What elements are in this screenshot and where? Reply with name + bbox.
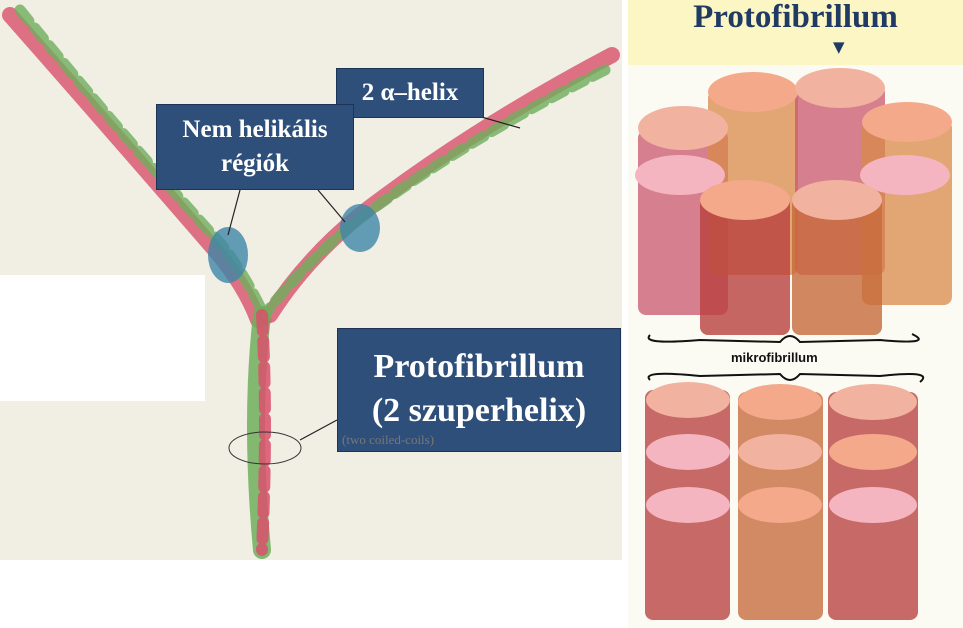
title-band bbox=[628, 0, 963, 65]
coiled-coil-strands bbox=[2, 4, 620, 559]
alpha-helix-label: 2 α–helix bbox=[336, 68, 484, 118]
coiled-coil-caption: (two coiled-coils) bbox=[342, 432, 435, 447]
protofibril-label-line2: (2 szuperhelix) bbox=[371, 392, 587, 429]
protofibril-label-line1: Protofibrillum bbox=[373, 348, 585, 385]
diagram-title: Protofibrillum bbox=[693, 0, 898, 35]
coil-highlight-ellipse bbox=[228, 431, 302, 465]
non-helical-label-line1: Nem helikális bbox=[182, 116, 328, 143]
non-helical-regions-label: Nem helikális régiók bbox=[156, 104, 354, 190]
microfibril-bottom-cluster bbox=[645, 382, 918, 620]
pointer-lines bbox=[227, 115, 521, 441]
down-arrow-icon: ▼ bbox=[833, 38, 845, 56]
microfibril-bracket-top bbox=[647, 333, 920, 344]
non-helical-label-line2: régiók bbox=[220, 150, 290, 177]
blank-patch bbox=[0, 275, 205, 401]
protofibril-label: Protofibrillum (2 szuperhelix) bbox=[337, 328, 621, 452]
microfibril-bracket-bottom bbox=[647, 372, 925, 383]
microfibril-label: mikrofibrillum bbox=[731, 350, 818, 365]
non-helical-node bbox=[208, 204, 380, 283]
microfibril-top-cluster bbox=[635, 68, 952, 335]
